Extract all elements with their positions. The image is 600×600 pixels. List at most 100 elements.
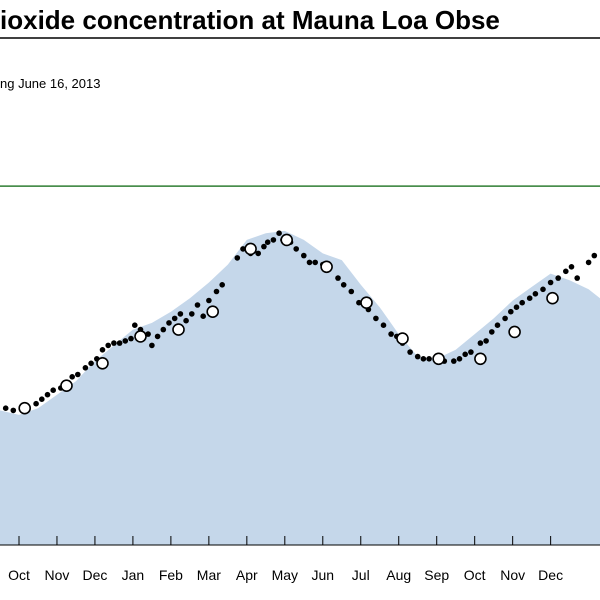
daily-point [555, 275, 561, 281]
daily-point [234, 255, 241, 261]
x-tick-label: Apr [236, 567, 258, 583]
daily-point [380, 322, 387, 329]
points-layer [2, 230, 598, 415]
daily-point [526, 295, 533, 302]
daily-point [75, 371, 81, 378]
daily-point [519, 299, 525, 306]
daily-point [171, 315, 178, 322]
daily-point [261, 243, 267, 250]
daily-point [116, 340, 123, 346]
x-labels-layer: Oct Nov Dec Jan Feb Mar Apr May Jun Jul Aug Sep Oct N… [8, 567, 563, 583]
seasonal-area [0, 230, 600, 545]
daily-point [540, 286, 546, 293]
x-tick-label: Mar [197, 567, 221, 583]
daily-point [335, 275, 341, 281]
weekly-point [508, 325, 521, 339]
daily-point [306, 259, 313, 266]
daily-point [483, 338, 489, 344]
daily-point [468, 349, 474, 355]
x-tick-label: May [272, 567, 298, 583]
daily-point [200, 313, 206, 320]
chart-subtitle: ng June 16, 2013 [0, 76, 100, 91]
daily-point [456, 356, 463, 362]
daily-point [33, 400, 39, 407]
x-tick-label: Jan [122, 567, 145, 583]
daily-point [44, 391, 51, 398]
daily-point [264, 239, 271, 245]
daily-point [183, 317, 189, 324]
daily-point [426, 356, 432, 362]
daily-point [356, 299, 362, 306]
daily-point [568, 264, 575, 270]
daily-point [407, 349, 413, 355]
daily-point [206, 297, 212, 304]
daily-point [105, 342, 111, 349]
daily-point [547, 279, 554, 286]
daily-point [388, 331, 394, 337]
daily-point [532, 291, 539, 297]
daily-point [312, 259, 319, 266]
daily-point [585, 259, 592, 266]
x-tick-label: Oct [464, 567, 486, 583]
x-tick-label: Aug [386, 567, 411, 583]
x-tick-label: Jul [352, 567, 370, 583]
weekly-point [18, 401, 32, 415]
daily-point [494, 322, 501, 329]
daily-point [39, 396, 45, 403]
daily-point [111, 340, 117, 346]
daily-point [240, 246, 246, 252]
daily-point [177, 311, 184, 317]
daily-point [128, 335, 134, 342]
daily-point [160, 326, 167, 333]
daily-point [194, 302, 201, 308]
daily-point [513, 304, 520, 311]
daily-point [502, 315, 508, 322]
area-layer [0, 230, 600, 545]
weekly-point [396, 332, 409, 345]
daily-point [255, 250, 261, 257]
weekly-point [320, 260, 333, 274]
daily-point [293, 246, 300, 252]
daily-point [489, 329, 495, 335]
daily-point [50, 387, 56, 394]
x-tick-label: Feb [159, 567, 183, 583]
daily-point [508, 308, 514, 315]
daily-point [10, 407, 17, 414]
daily-point [420, 356, 427, 362]
x-tick-label: Dec [538, 567, 563, 583]
weekly-point [172, 323, 185, 336]
daily-point [477, 340, 484, 346]
daily-point [348, 288, 355, 295]
weekly-point [432, 352, 445, 366]
weekly-point [96, 356, 109, 370]
daily-point [213, 288, 220, 295]
chart-title: ioxide concentration at Mauna Loa Obse [0, 5, 500, 35]
daily-point [166, 320, 172, 326]
x-tick-label: Jun [311, 567, 334, 583]
daily-point [574, 275, 580, 281]
daily-point [88, 360, 94, 367]
daily-point [270, 237, 277, 243]
weekly-point [546, 291, 559, 305]
daily-point [122, 338, 129, 344]
daily-point [340, 282, 347, 288]
weekly-point [280, 233, 294, 247]
daily-point [99, 347, 106, 353]
x-tick-label: Sep [424, 567, 449, 583]
daily-point [414, 353, 421, 360]
daily-point [189, 311, 195, 317]
daily-point [373, 315, 379, 322]
weekly-point [134, 330, 147, 343]
x-tick-label: Nov [45, 567, 70, 583]
weekly-point [244, 242, 257, 256]
daily-point [219, 282, 225, 288]
daily-point [149, 342, 155, 349]
daily-point [462, 351, 469, 358]
daily-point [591, 252, 598, 259]
daily-point [276, 230, 282, 236]
weekly-point [206, 305, 219, 319]
x-tick-label: Dec [82, 567, 107, 583]
daily-point [82, 365, 89, 371]
daily-point [563, 268, 569, 275]
